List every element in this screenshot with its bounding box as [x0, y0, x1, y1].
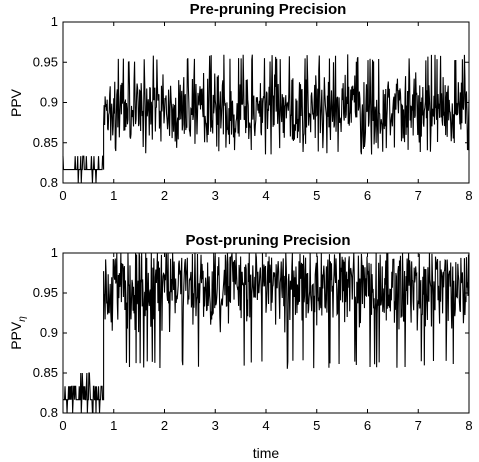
plot-area: [63, 252, 470, 414]
svg-text:PPVη: PPVη: [8, 316, 28, 350]
x-tick-label: 4: [262, 188, 269, 203]
x-tick-label: 1: [110, 418, 117, 433]
x-tick-label: 6: [364, 188, 371, 203]
y-axis-label: PPV: [8, 321, 24, 350]
y-axis-label-subscript: η: [17, 316, 28, 322]
series-line: [63, 252, 470, 414]
x-tick-label: 3: [212, 188, 219, 203]
x-tick-label: 8: [465, 418, 472, 433]
x-tick-label: 5: [313, 418, 320, 433]
y-tick-label: 1: [51, 245, 58, 260]
y-tick-label: 1: [51, 14, 58, 29]
x-tick-label: 2: [161, 188, 168, 203]
y-tick-label: 0.9: [40, 95, 58, 110]
x-ticks: 0 1 2 3 4 5 6 7 8: [59, 253, 473, 433]
x-axis-label: time: [253, 445, 280, 461]
x-tick-label: 8: [465, 188, 472, 203]
y-ticks: 0.8 0.85 0.9 0.95 1: [33, 14, 469, 190]
x-tick-label: 5: [313, 188, 320, 203]
x-tick-label: 7: [415, 188, 422, 203]
x-ticks: 0 1 2 3 4 5 6 7 8: [59, 22, 473, 203]
y-ticks: 0.8 0.85 0.9 0.95 1: [33, 245, 469, 420]
series-line: [62, 54, 470, 184]
x-tick-label: 1: [110, 188, 117, 203]
chart-title: Post-pruning Precision: [185, 232, 350, 249]
x-tick-label: 0: [59, 418, 66, 433]
y-tick-label: 0.95: [33, 54, 58, 69]
y-axis-label-group: PPVη: [8, 316, 28, 350]
x-tick-label: 2: [161, 418, 168, 433]
x-tick-label: 7: [415, 418, 422, 433]
plot-area: [62, 54, 470, 184]
x-tick-label: 6: [364, 418, 371, 433]
x-tick-label: 0: [59, 188, 66, 203]
y-tick-label: 0.85: [33, 365, 58, 380]
y-tick-label: 0.8: [40, 405, 58, 420]
x-tick-label: 3: [212, 418, 219, 433]
x-tick-label: 4: [262, 418, 269, 433]
y-tick-label: 0.9: [40, 325, 58, 340]
y-tick-label: 0.8: [40, 175, 58, 190]
y-tick-label: 0.95: [33, 285, 58, 300]
y-tick-label: 0.85: [33, 135, 58, 150]
chart-post-pruning: Post-pruning Precision 0 1 2 3 4 5 6 7 8 0.8 0.85…: [8, 232, 473, 461]
chart-title: Pre-pruning Precision: [190, 1, 347, 18]
y-axis-label: PPV: [8, 88, 24, 117]
